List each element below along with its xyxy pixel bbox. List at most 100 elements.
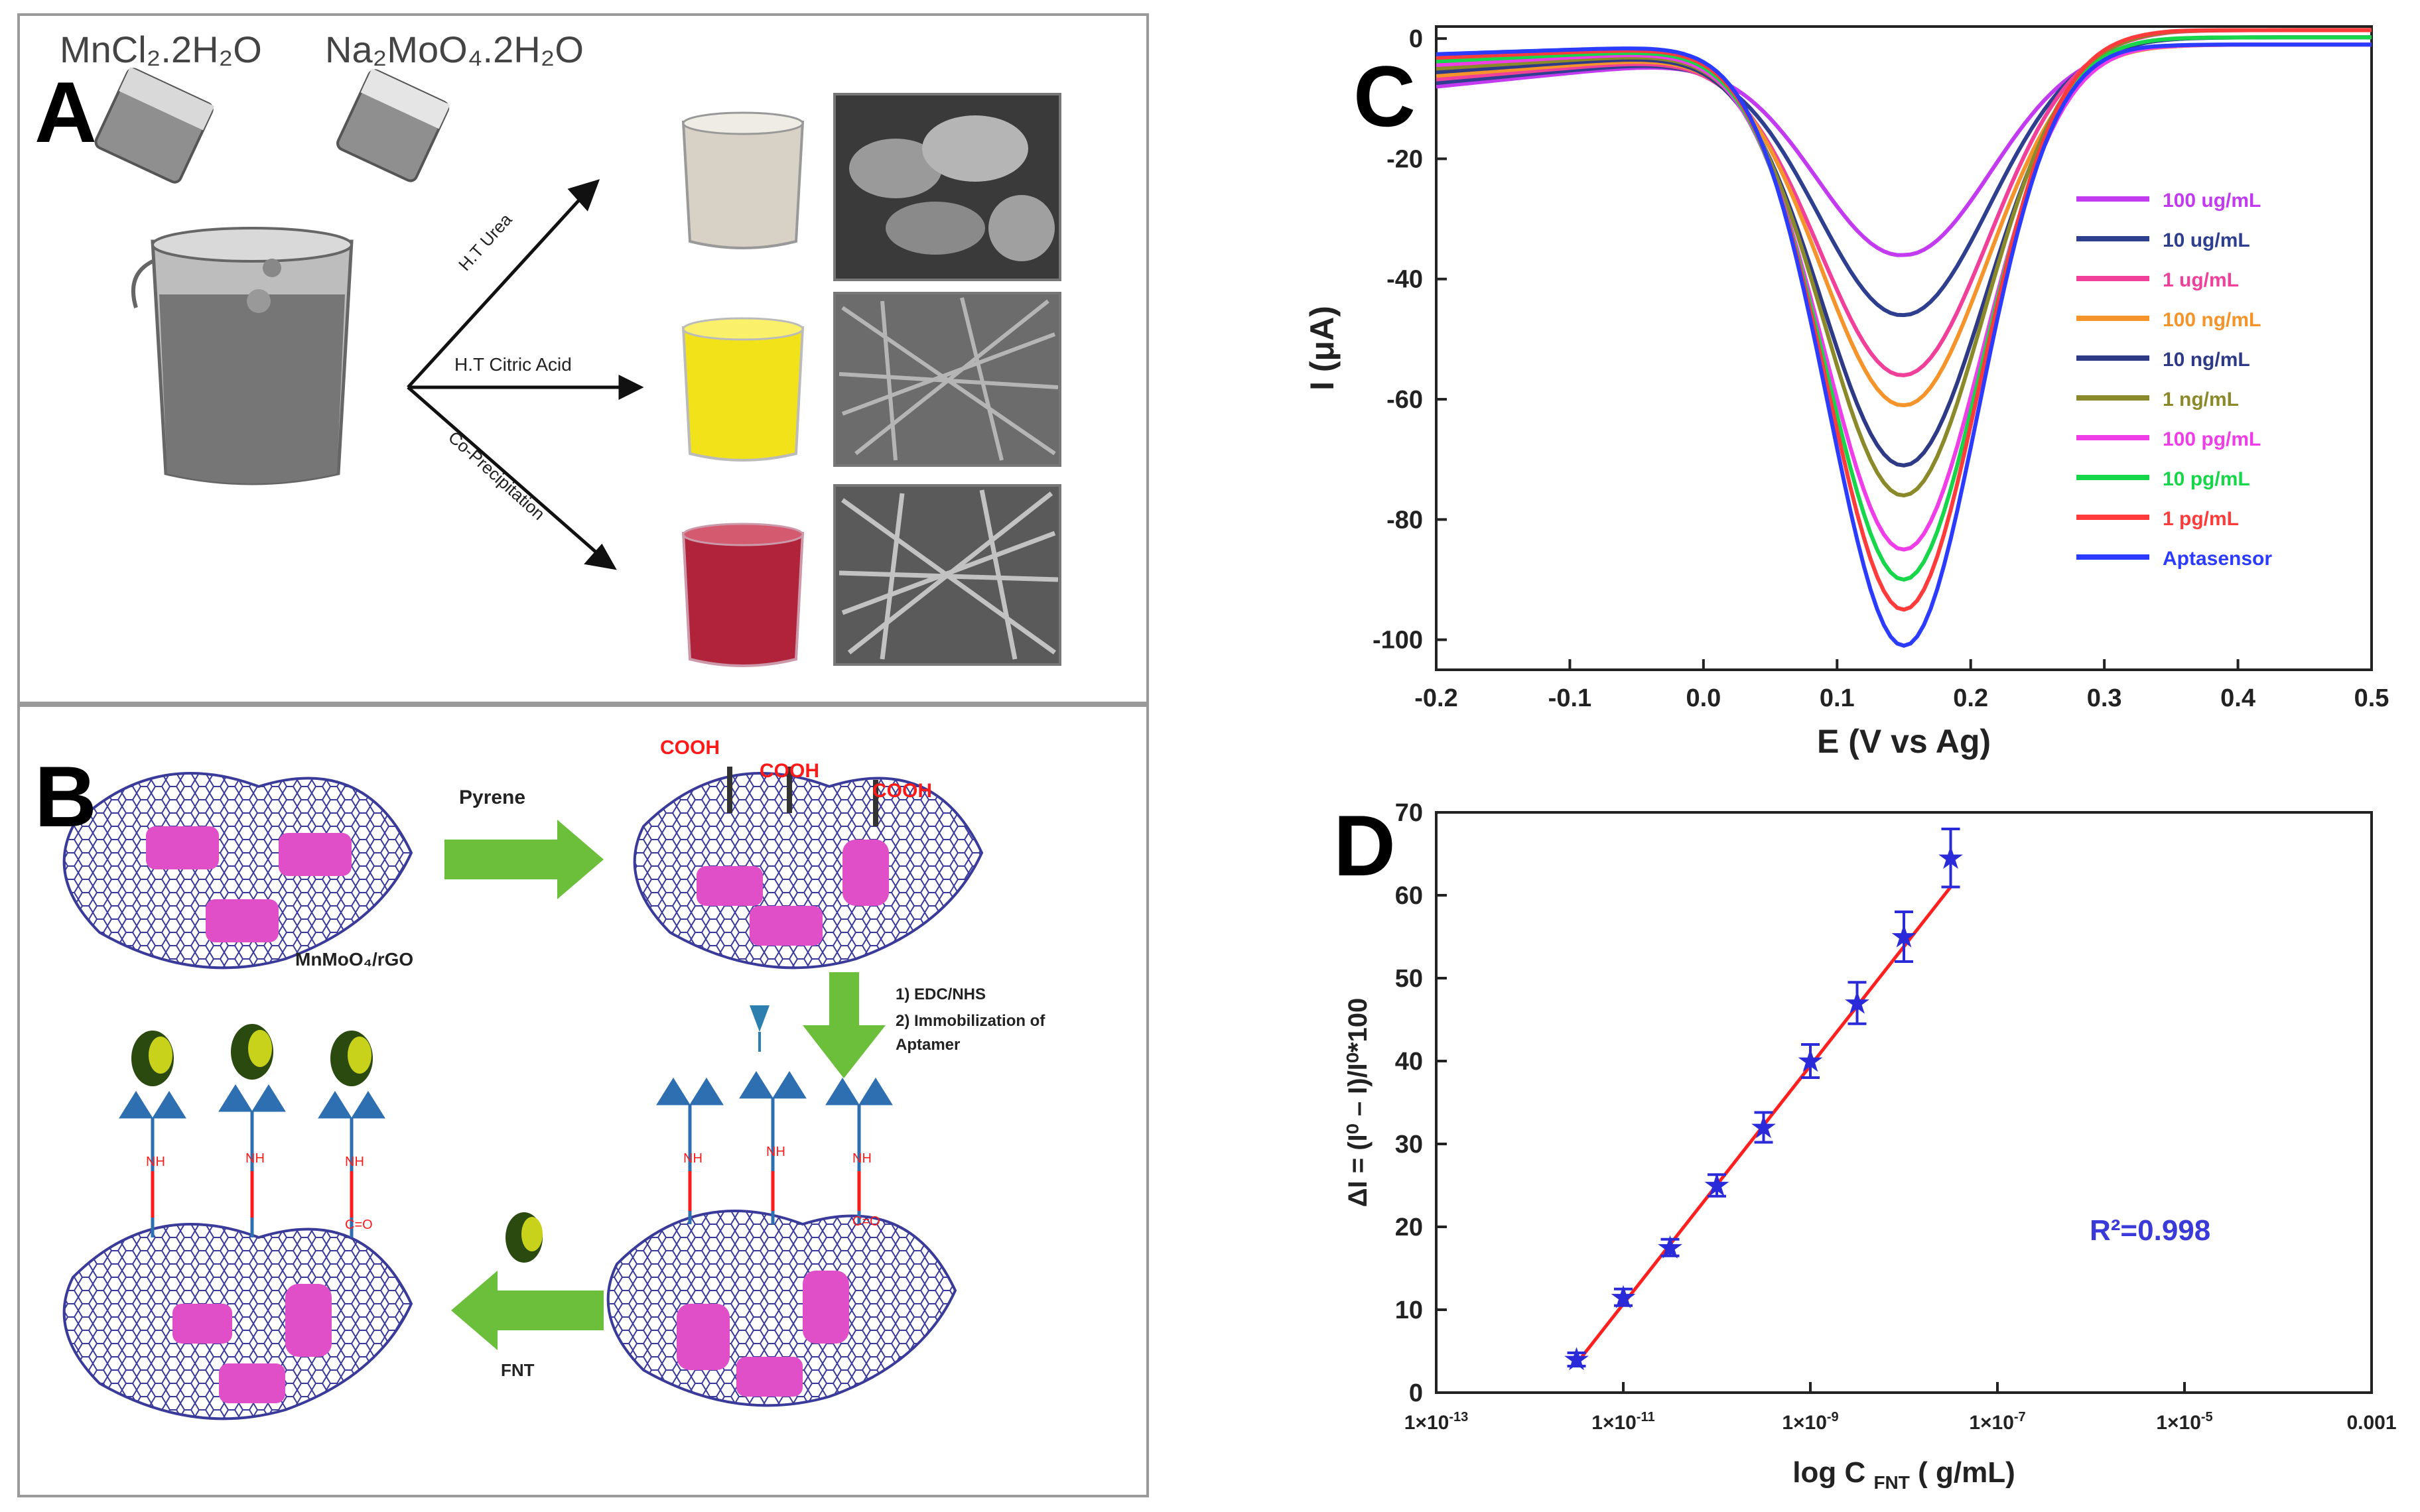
data-point-d: ★ <box>1889 920 1918 955</box>
nh-label-6: NH <box>345 1155 364 1169</box>
graphene-sheet-2 <box>633 767 984 970</box>
nh-label-4: NH <box>146 1155 165 1169</box>
series-line-c <box>1436 35 2372 468</box>
graphene-sheet-3 <box>606 1210 957 1407</box>
panel-a-illustration <box>94 66 1061 667</box>
y-tick-label-d: 30 <box>1395 1131 1423 1159</box>
y-tick-label-d: 70 <box>1395 799 1423 827</box>
legend-label-c: 1 ng/mL <box>2163 389 2239 410</box>
data-point-d: ★ <box>1702 1168 1731 1204</box>
material-label: MnMoO₄/rGO <box>295 949 414 970</box>
series-line-c <box>1436 28 2372 377</box>
sem-image-3 <box>833 484 1061 666</box>
y-tick-label-d: 60 <box>1395 882 1423 910</box>
x-tick-label-c: 0.3 <box>2087 684 2122 712</box>
fit-line-d <box>1575 885 1952 1365</box>
x-tick-label-c: -0.2 <box>1414 684 1457 712</box>
panel-a: A MnCl₂.2H₂O Na₂MoO₄.2H₂O H.T Urea H.T C… <box>17 13 1149 704</box>
y-axis-label-d: ΔI = (I⁰ – I)/I⁰*100 <box>1343 998 1373 1207</box>
nh-label-3: NH <box>852 1151 872 1166</box>
route-2-label: H.T Citric Acid <box>454 354 572 375</box>
panel-c-letter: C <box>1353 48 1416 145</box>
series-line-c <box>1436 42 2372 408</box>
x-tick-label-c: 0.2 <box>1953 684 1988 712</box>
x-axis-label-d: log C FNT ( g/mL) <box>1792 1456 2015 1493</box>
bound-fnt-icons <box>131 1024 373 1086</box>
panel-b: B Pyrene MnMoO₄/rGO COOH COOH COOH 1) ED… <box>17 704 1149 1497</box>
legend-label-c: 10 ng/mL <box>2163 349 2250 371</box>
x-tick-label-d: 0.001 <box>2346 1412 2396 1434</box>
beaker-citric-icon <box>681 317 805 462</box>
x-tick-label-d: 1×10-9 <box>1782 1410 1838 1434</box>
plot-frame-d <box>1435 811 2373 1394</box>
legend-label-c: 100 ng/mL <box>2163 309 2261 331</box>
nh-label-2: NH <box>766 1145 785 1159</box>
data-point-d: ★ <box>1749 1110 1778 1145</box>
pyrene-label: Pyrene <box>459 787 526 808</box>
sem-image-2 <box>833 292 1061 467</box>
mixing-beaker-icon <box>131 227 354 485</box>
r-squared-annotation-d: R²=0.998 <box>2090 1214 2210 1247</box>
series-line-c <box>1436 35 2372 582</box>
amide-links-3 <box>688 1171 861 1211</box>
fnt-label: FNT <box>501 1360 535 1380</box>
x-tick-label-c: 0.5 <box>2354 684 2389 712</box>
arrow-fnt <box>451 1271 604 1350</box>
y-tick-label-d: 0 <box>1409 1379 1423 1407</box>
data-point-d: ★ <box>1936 841 1965 876</box>
series-line-c <box>1436 42 2372 552</box>
reagent-2-label: Na₂MoO₄.2H₂O <box>325 29 584 70</box>
reagent-1-label: MnCl₂.2H₂O <box>60 29 262 70</box>
cooh-label-3: COOH <box>872 780 932 802</box>
graphene-sheet-1 <box>62 772 413 970</box>
series-line-c <box>1436 42 2372 648</box>
amide-links-4 <box>151 1171 354 1218</box>
y-tick-label-d: 50 <box>1395 965 1423 993</box>
co-label-3: C=O <box>852 1214 880 1229</box>
plot-frame-c <box>1435 25 2373 671</box>
y-tick-label-d: 20 <box>1395 1214 1423 1241</box>
cooh-label-1: COOH <box>660 737 720 759</box>
data-point-d: ★ <box>1796 1044 1824 1079</box>
mncl2-beaker-icon <box>94 66 215 184</box>
y-tick-label-c: -60 <box>1386 386 1423 414</box>
legend-label-c: 10 ug/mL <box>2163 229 2250 251</box>
data-point-d: ★ <box>1843 986 1871 1021</box>
fnt-molecule-icon <box>505 1212 543 1263</box>
graphene-sheet-4 <box>62 1223 413 1420</box>
data-point-d: ★ <box>1656 1230 1684 1265</box>
panel-d-letter: D <box>1333 797 1396 894</box>
x-tick-label-c: 0.4 <box>2220 684 2255 712</box>
y-tick-label-c: -40 <box>1386 266 1423 294</box>
x-tick-label-d: 1×10-13 <box>1404 1410 1468 1434</box>
x-tick-label-c: -0.1 <box>1548 684 1591 712</box>
y-tick-label-d: 10 <box>1395 1296 1423 1324</box>
x-tick-label-c: 0.1 <box>1820 684 1855 712</box>
aptamers-sheet-3 <box>656 1071 893 1224</box>
panel-a-letter: A <box>34 64 97 160</box>
arrow-pyrene <box>444 820 604 899</box>
x-tick-label-c: 0.0 <box>1686 684 1721 712</box>
edc-step-2: 2) Immobilization of <box>896 1012 1045 1030</box>
co-label-6: C=O <box>345 1218 373 1232</box>
y-tick-label-c: -80 <box>1386 506 1423 534</box>
x-tick-label-d: 1×10-5 <box>2156 1410 2212 1434</box>
beaker-coprecip-icon <box>681 523 805 667</box>
route-arrows <box>407 179 644 570</box>
sem-image-1 <box>833 93 1061 281</box>
legend-label-c: Aptasensor <box>2163 548 2272 570</box>
arrow-edc <box>803 972 886 1078</box>
nh-label-1: NH <box>683 1151 703 1166</box>
edc-step-1: 1) EDC/NHS <box>896 985 986 1003</box>
nh-label-5: NH <box>245 1151 265 1166</box>
panel-b-letter: B <box>34 748 97 845</box>
series-line-c <box>1436 35 2372 318</box>
legend-label-c: 1 ug/mL <box>2163 269 2239 291</box>
y-axis-label-c: I (μA) <box>1304 306 1341 391</box>
y-tick-label-c: -100 <box>1373 627 1423 655</box>
series-line-c <box>1436 28 2372 612</box>
y-tick-label-d: 40 <box>1395 1048 1423 1076</box>
beaker-urea-icon <box>681 111 805 249</box>
cooh-label-2: COOH <box>760 760 819 782</box>
series-line-c <box>1436 28 2372 498</box>
